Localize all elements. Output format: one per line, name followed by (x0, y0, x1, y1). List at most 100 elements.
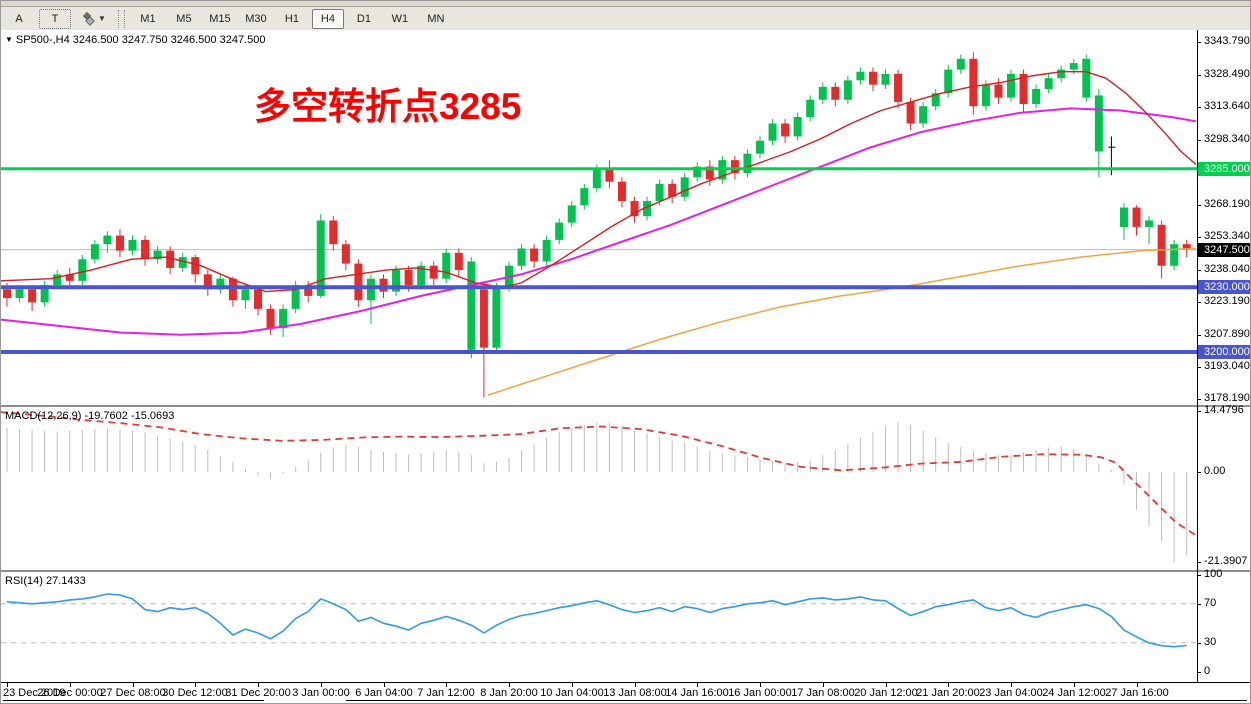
time-tick (1137, 683, 1138, 687)
annotation-text: 多空转折点3285 (254, 86, 522, 127)
time-axis-label: 7 Jan 12:00 (417, 687, 475, 699)
time-axis-label: 14 Jan 16:00 (665, 687, 729, 699)
timeframe-button-h1[interactable]: H1 (284, 12, 299, 25)
chevron-down-icon: ▼ (98, 14, 106, 23)
toolbar-grip (117, 9, 125, 28)
timeframe-button-mn[interactable]: MN (427, 12, 445, 25)
time-axis-label: 16 Jan 00:00 (728, 687, 792, 699)
axis-price-label: 3298.340 (1204, 133, 1250, 145)
axis-tick (1197, 205, 1201, 206)
time-axis-label: 8 Jan 20:00 (480, 687, 538, 699)
clipped-toolbar-row (1, 1, 1250, 7)
axis-tick (1197, 472, 1201, 473)
bottom-frame-line (3, 700, 264, 701)
axis-price-label: 3268.190 (1204, 198, 1250, 210)
timeframe-button-d1[interactable]: D1 (356, 12, 371, 25)
hline-price-label: 3285.000 (1198, 162, 1250, 176)
macd-panel[interactable] (1, 407, 1197, 570)
time-axis-label: 10 Jan 04:00 (540, 687, 604, 699)
time-axis: 23 Dec 2019 26 Dec 00:00 27 Dec 08:00 30 De… (1, 682, 1250, 703)
timeframe-button-m1[interactable]: M1 (140, 12, 156, 25)
axis-price-label: 0 (1204, 665, 1211, 677)
timeframe-button-m5[interactable]: M5 (176, 12, 192, 25)
axis-tick (1197, 604, 1201, 605)
axis-tick (1197, 42, 1201, 43)
time-axis-label: 13 Jan 08:00 (603, 687, 667, 699)
time-tick (886, 683, 887, 687)
hline-price-label: 3200.000 (1198, 345, 1250, 359)
time-tick (133, 683, 134, 687)
axis-tick (1197, 335, 1201, 336)
axis-price-label: -21.3907 (1204, 555, 1248, 567)
time-tick (572, 683, 573, 687)
rsi-panel[interactable] (1, 572, 1197, 682)
time-axis-label: 20 Jan 12:00 (854, 687, 918, 699)
time-tick (635, 683, 636, 687)
timeframe-button-m30[interactable]: M30 (245, 12, 267, 25)
axis-price-label: 30 (1204, 636, 1217, 648)
timeframe-button-w1[interactable]: W1 (391, 12, 409, 25)
time-tick (384, 683, 385, 687)
axis-tick (1197, 643, 1201, 644)
axis-price-label: 0.00 (1204, 465, 1226, 477)
time-tick (697, 683, 698, 687)
axis-price-label: 3343.790 (1204, 35, 1250, 47)
axis-tick (1197, 575, 1201, 576)
time-tick (258, 683, 259, 687)
time-axis-label: 3 Jan 00:00 (292, 687, 350, 699)
time-tick (948, 683, 949, 687)
price-panel[interactable] (1, 30, 1197, 405)
axis-tick (1197, 411, 1201, 412)
axis-price-label: 3207.890 (1204, 328, 1250, 340)
axis-price-label: 3223.190 (1204, 295, 1250, 307)
axis-tick (1197, 367, 1201, 368)
axis-price-label: 3328.490 (1204, 68, 1250, 80)
time-tick (823, 683, 824, 687)
axis-price-label: 100 (1204, 568, 1223, 580)
time-tick (760, 683, 761, 687)
time-tick (321, 683, 322, 687)
axis-tick (1197, 140, 1201, 141)
axis-price-label: 3178.190 (1204, 392, 1250, 404)
rsi-label: RSI(14) 27.1433 (5, 575, 86, 587)
draw-objects-button[interactable]: ▼ (75, 9, 111, 29)
rsi-canvas[interactable] (1, 572, 1197, 682)
axis-tick (1197, 672, 1201, 673)
symbol-ohlc-line: ▼ SP500-,H4 3246.500 3247.750 3246.500 32… (5, 34, 266, 46)
time-tick (1011, 683, 1012, 687)
axis-price-label: 3253.340 (1204, 230, 1250, 242)
diamonds-icon (82, 11, 95, 26)
time-axis-label: 24 Jan 12:00 (1042, 687, 1106, 699)
time-axis-label: 6 Jan 04:00 (355, 687, 413, 699)
axis-price-label: 3238.040 (1204, 263, 1250, 275)
axis-tick (1197, 270, 1201, 271)
axis-tick (1197, 107, 1201, 108)
collapse-arrow-icon[interactable]: ▼ (5, 35, 13, 44)
timeframe-button-h4[interactable]: H4 (311, 8, 344, 29)
chart-area[interactable]: ▼ SP500-,H4 3246.500 3247.750 3246.500 32… (1, 30, 1250, 703)
time-axis-label: 30 Dec 12:00 (162, 687, 228, 699)
hline-price-label: 3230.000 (1198, 280, 1250, 294)
axis-price-label: 14.4796 (1204, 404, 1244, 416)
axis-price-label: 3313.640 (1204, 100, 1250, 112)
macd-canvas[interactable] (1, 407, 1197, 570)
axis-tick (1197, 237, 1201, 238)
text-box-tool-button[interactable]: T (39, 8, 71, 29)
time-tick (509, 683, 510, 687)
current-price-label: 3247.500 (1198, 243, 1250, 257)
time-tick (446, 683, 447, 687)
bottom-frame-line (346, 700, 1247, 701)
axis-price-label: 70 (1204, 597, 1217, 609)
time-axis-label: 27 Dec 08:00 (100, 687, 166, 699)
timeframe-button-m15[interactable]: M15 (209, 12, 231, 25)
price-chart-canvas[interactable] (1, 30, 1197, 405)
chart-toolbar: A T ▼ M1 M5 M15 M30 H1 H4 D1 W1 MN (1, 7, 1250, 31)
time-axis-label: 23 Jan 04:00 (979, 687, 1043, 699)
time-tick (70, 683, 71, 687)
axis-tick (1197, 75, 1201, 76)
time-axis-label: 26 Dec 00:00 (37, 687, 103, 699)
text-label-tool-button[interactable]: A (15, 12, 23, 25)
timeframe-buttons: M1 M5 M15 M30 H1 H4 D1 W1 MN (130, 8, 454, 29)
price-axis-border (1197, 30, 1198, 682)
